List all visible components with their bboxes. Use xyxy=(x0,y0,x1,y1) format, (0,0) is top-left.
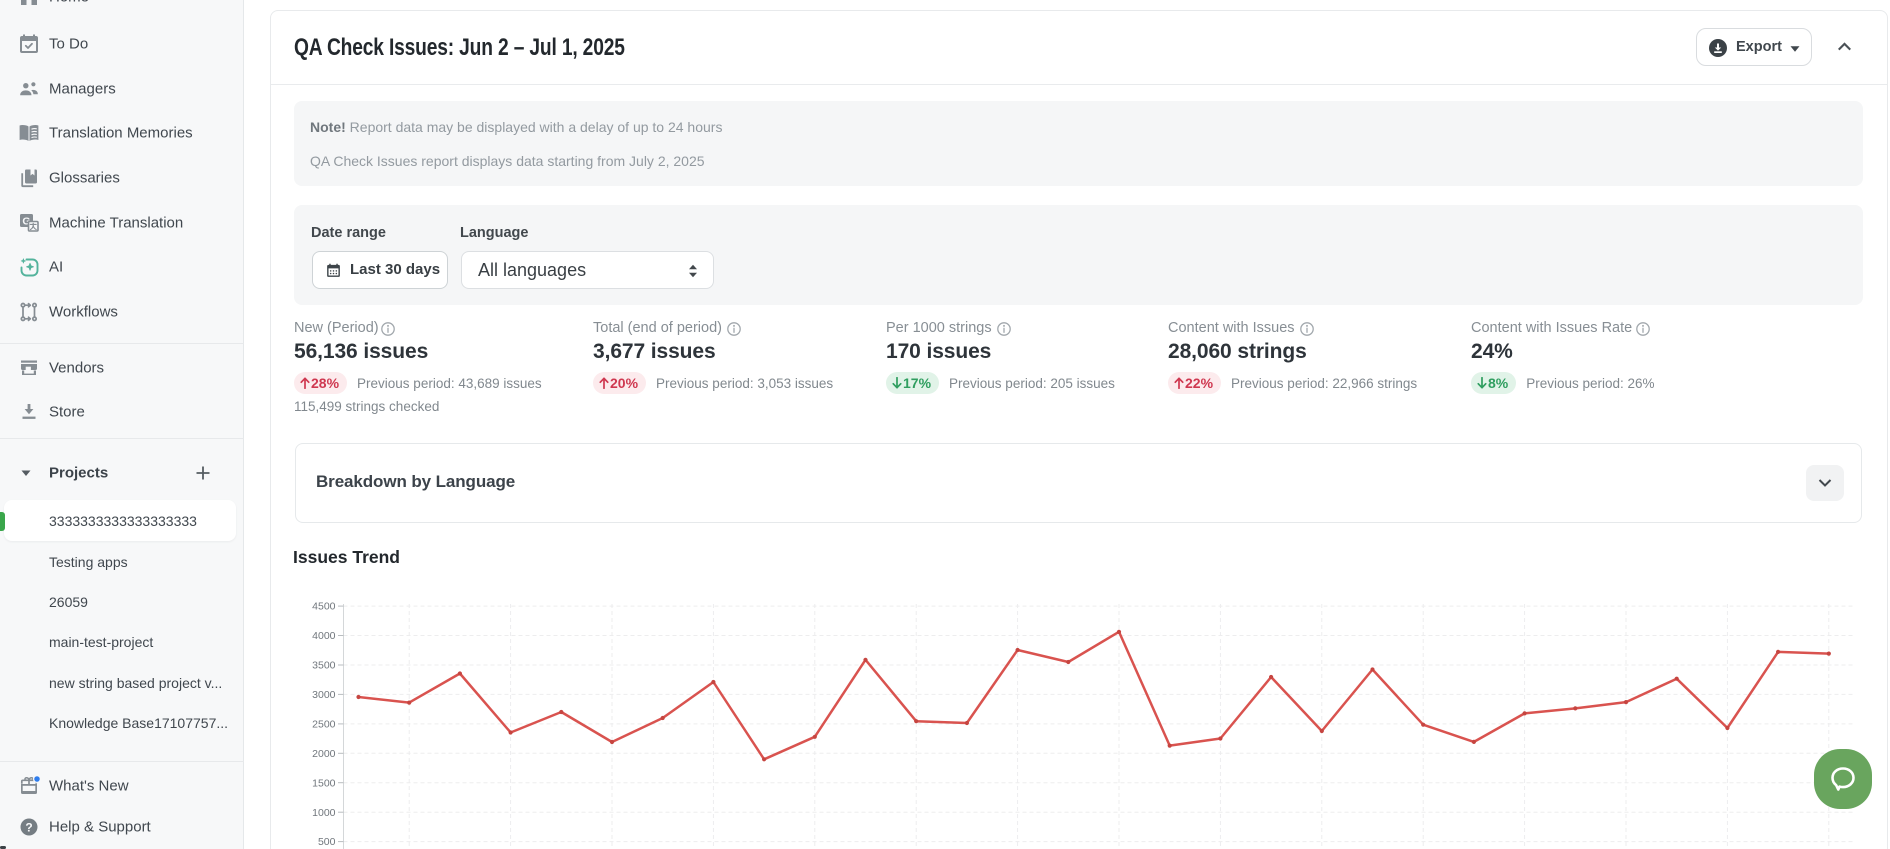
svg-text:4000: 4000 xyxy=(312,630,336,642)
svg-text:3500: 3500 xyxy=(312,660,336,672)
svg-text:?: ? xyxy=(25,820,32,834)
svg-text:3000: 3000 xyxy=(312,689,336,701)
svg-text:2500: 2500 xyxy=(312,719,336,731)
svg-text:4500: 4500 xyxy=(312,601,336,613)
svg-text:G: G xyxy=(22,215,30,227)
svg-text:500: 500 xyxy=(318,836,336,848)
svg-text:1000: 1000 xyxy=(312,807,336,819)
svg-text:2000: 2000 xyxy=(312,748,336,760)
svg-text:1500: 1500 xyxy=(312,777,336,789)
